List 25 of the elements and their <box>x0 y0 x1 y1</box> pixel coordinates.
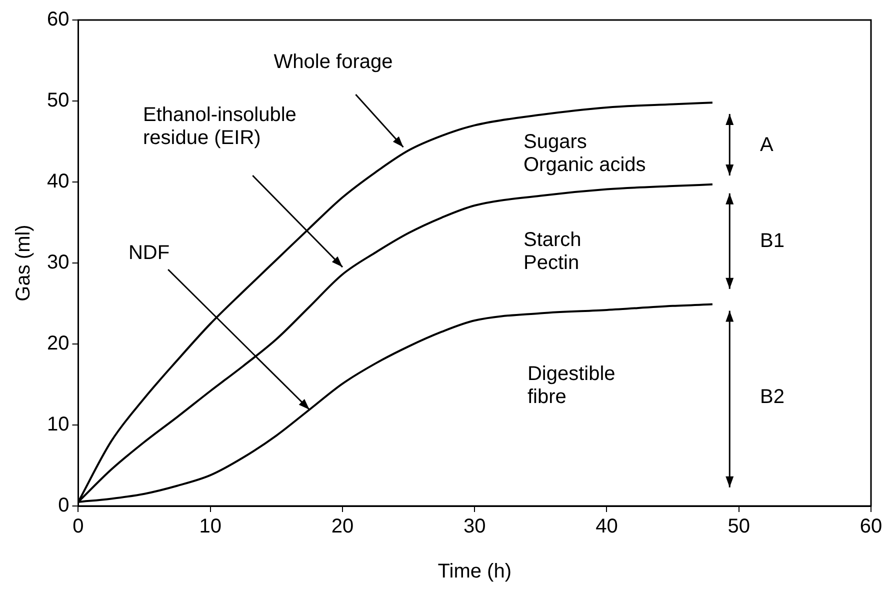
y-tick-label: 60 <box>46 8 70 31</box>
annotation: Whole forage <box>274 50 393 74</box>
x-axis-title: Time (h) <box>438 560 512 583</box>
y-tick-label: 10 <box>46 414 70 436</box>
annotation: Sugars Organic acids <box>524 130 646 177</box>
y-tick-label: 50 <box>46 90 70 112</box>
x-tick-label: 30 <box>464 516 486 538</box>
y-tick-label: 30 <box>46 252 70 274</box>
x-tick-label: 20 <box>331 516 354 538</box>
x-tick-label: 40 <box>596 516 618 538</box>
annotation: Starch Pectin <box>524 228 582 275</box>
y-tick-label: 20 <box>46 332 70 355</box>
annotation: B1 <box>760 230 784 253</box>
annotation: NDF <box>128 242 170 265</box>
annotation: B2 <box>760 386 784 409</box>
y-tick-label: 0 <box>58 494 70 517</box>
x-tick-label: 0 <box>72 516 84 538</box>
annotation: Digestible fibre <box>527 363 616 410</box>
annotation: A <box>760 134 774 158</box>
x-tick-label: 50 <box>728 516 750 538</box>
y-axis-title: Gas (ml) <box>12 224 35 302</box>
x-tick-label: 10 <box>199 516 222 538</box>
x-tick-label: 60 <box>860 516 882 538</box>
y-tick-label: 40 <box>46 170 70 193</box>
annotation: Ethanol-insoluble residue (EIR) <box>142 104 296 150</box>
